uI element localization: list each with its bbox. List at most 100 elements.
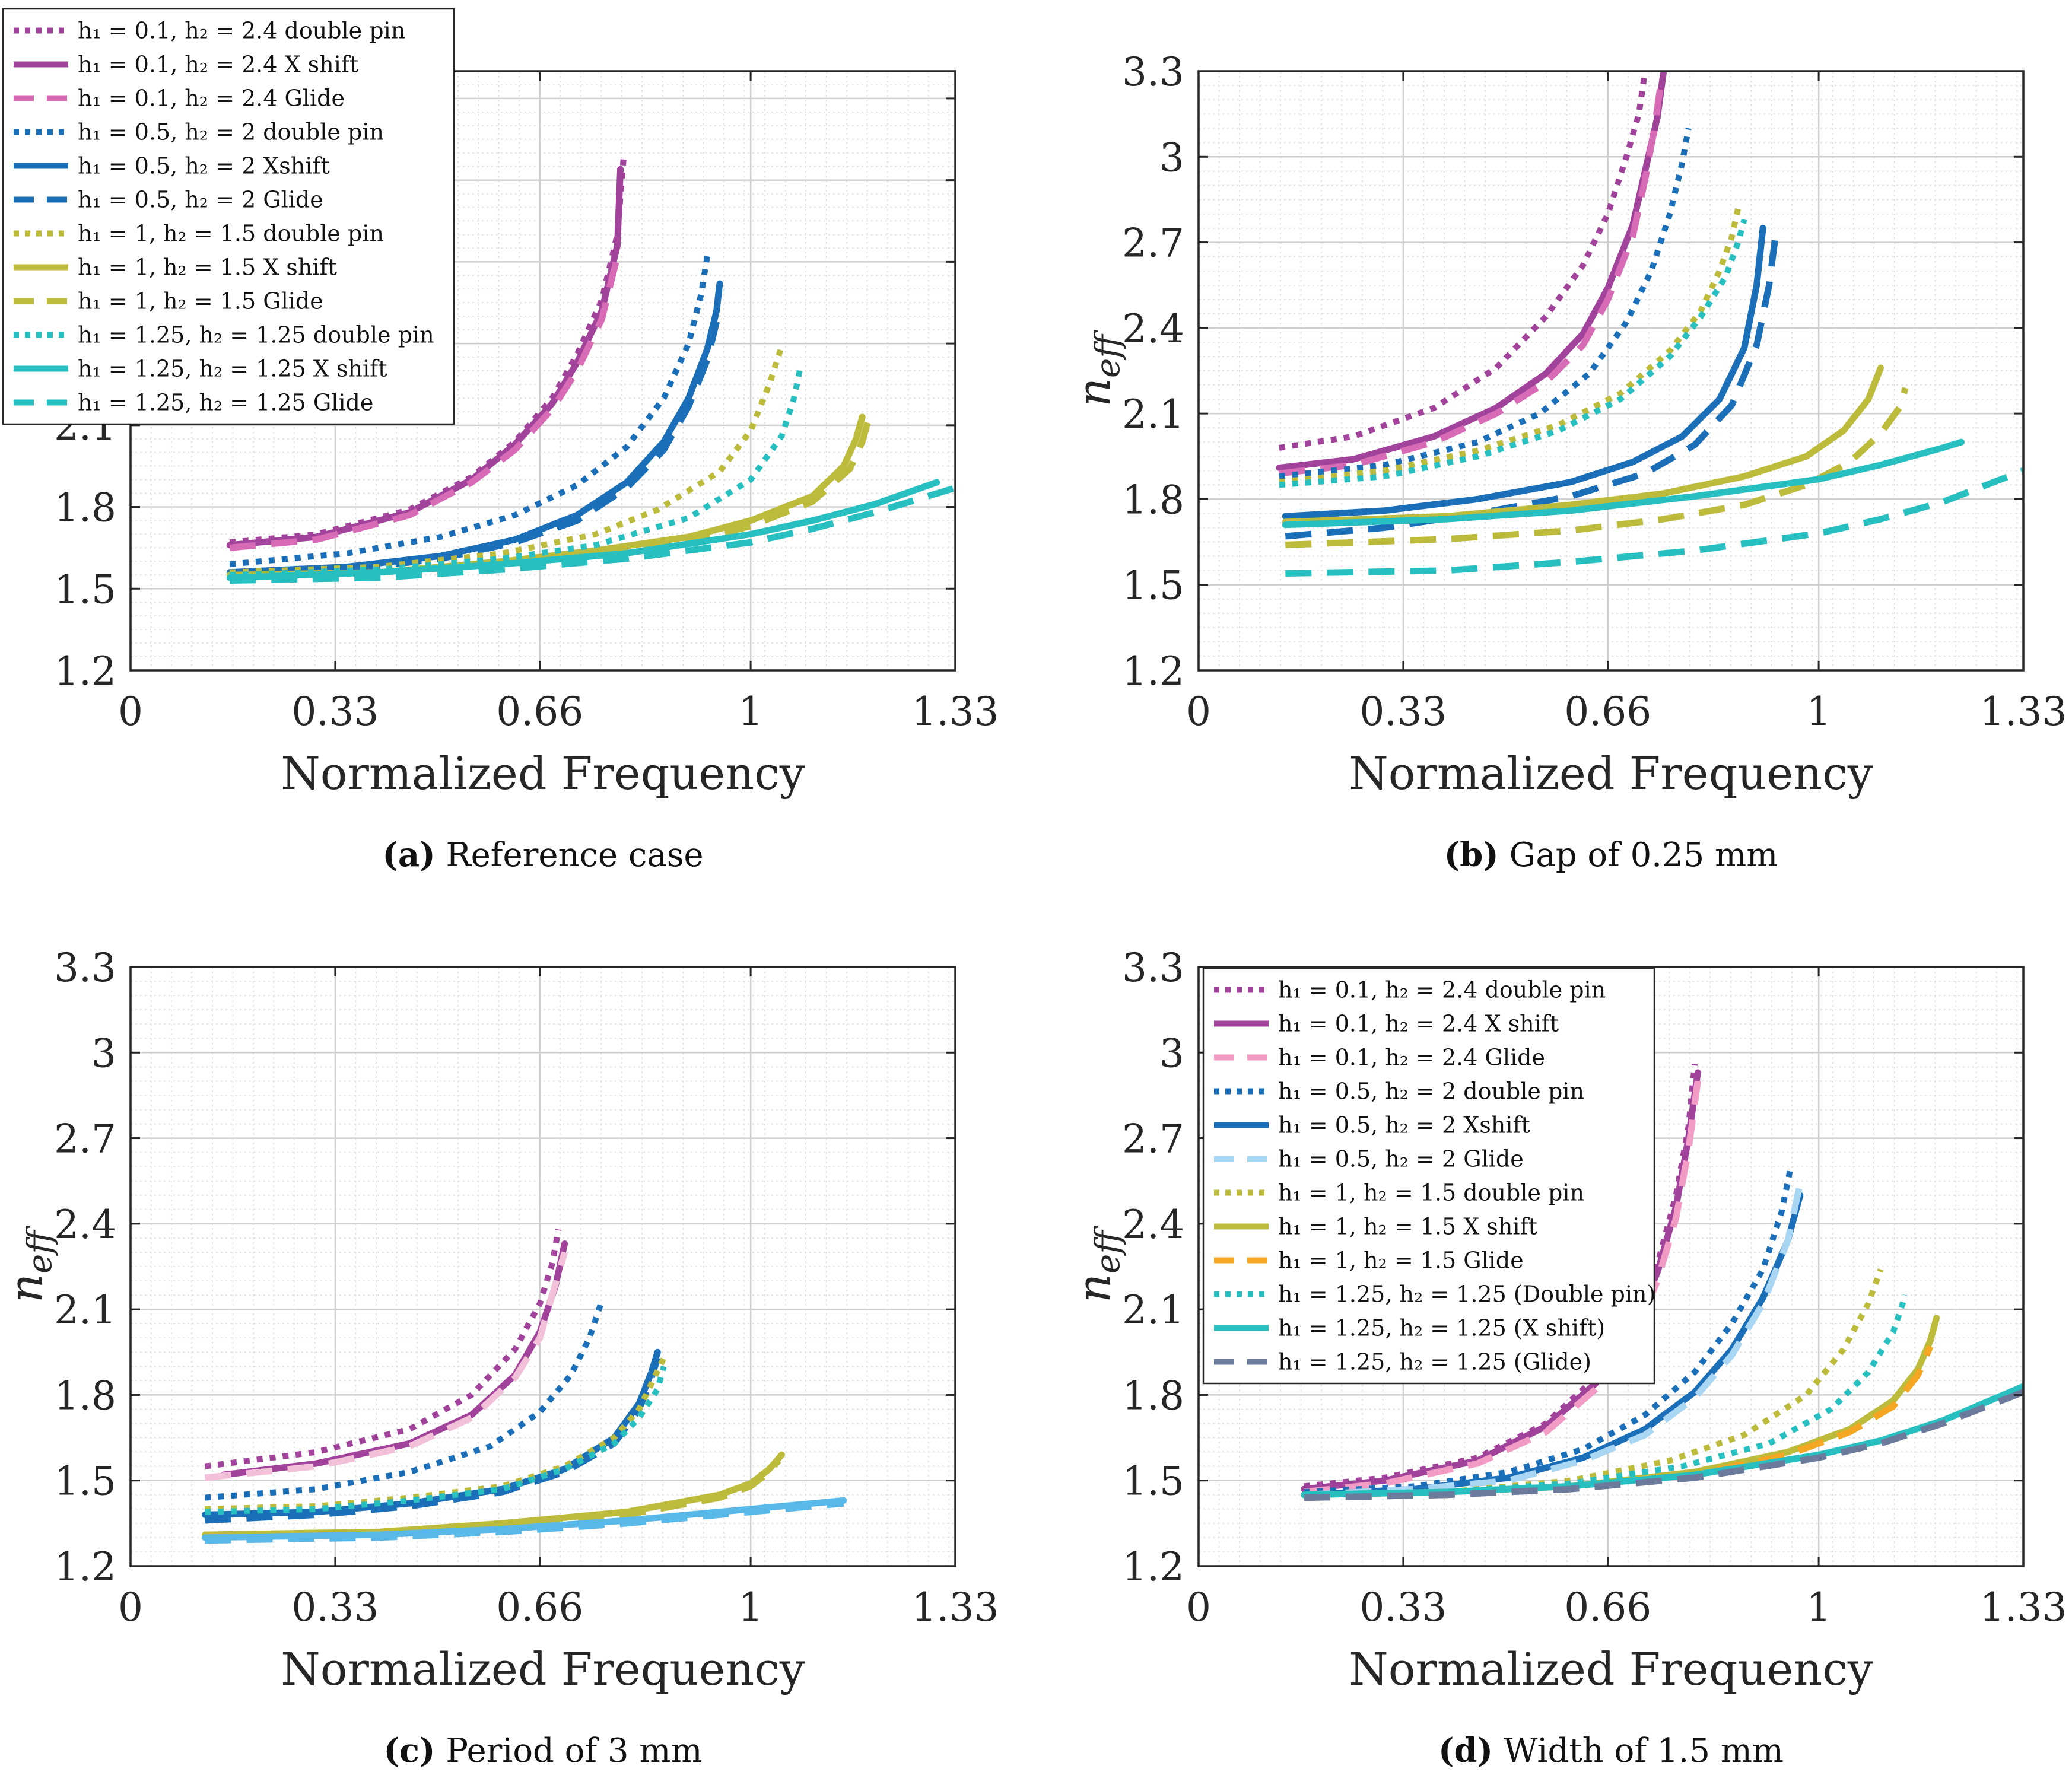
legend-entry: h₁ = 0.1, h₂ = 2.4 Glide bbox=[78, 85, 345, 112]
panel-c: 0 0.33 0.66 1 1.33 1.2 1.5 1.8 2.1 2.4 2.7 3 3.3 Norm… bbox=[0, 896, 1009, 1786]
y-tick-label: 2.1 bbox=[1122, 1287, 1184, 1333]
x-tick-label: 1 bbox=[738, 689, 763, 734]
x-axis-label: Normalized Frequency bbox=[1349, 1643, 1873, 1695]
y-tick-label: 1.2 bbox=[54, 1544, 116, 1590]
caption: (d) Width of 1.5 mm bbox=[1438, 1731, 1784, 1770]
legend-entry: h₁ = 0.1, h₂ = 2.4 X shift bbox=[1278, 1011, 1559, 1037]
legend-entry: h₁ = 0.5, h₂ = 2 Glide bbox=[78, 187, 323, 213]
y-tick-label: 1.8 bbox=[54, 485, 116, 531]
y-axis-label: neff bbox=[0, 1226, 59, 1303]
legend-entry: h₁ = 0.1, h₂ = 2.4 double pin bbox=[1278, 977, 1606, 1003]
caption-text: Reference case bbox=[436, 836, 704, 874]
legend-entry: h₁ = 0.5, h₂ = 2 Xshift bbox=[78, 153, 330, 179]
panel-d: 0 0.33 0.66 1 1.33 1.2 1.5 1.8 2.1 2.4 2.7 3 3.3 Norm… bbox=[1067, 896, 2072, 1786]
series-group bbox=[1276, 71, 2023, 577]
legend-entry: h₁ = 1.25, h₂ = 1.25 (Glide) bbox=[1278, 1349, 1591, 1375]
x-axis-label: Normalized Frequency bbox=[1349, 747, 1873, 800]
caption-text: Period of 3 mm bbox=[436, 1732, 703, 1770]
caption-text: Width of 1.5 mm bbox=[1493, 1732, 1784, 1770]
legend-entry: h₁ = 1.25, h₂ = 1.25 X shift bbox=[78, 356, 387, 382]
x-tick-label: 0.66 bbox=[1564, 1585, 1651, 1630]
x-tick-label: 1 bbox=[1806, 689, 1831, 734]
legend-entry: h₁ = 0.5, h₂ = 2 Glide bbox=[1278, 1146, 1524, 1172]
panel-b: 0 0.33 0.66 1 1.33 1.2 1.5 1.8 2.1 2.4 2.7 3 3.3 Norm… bbox=[1067, 0, 2072, 890]
series-line-12 bbox=[1304, 1389, 2023, 1501]
series-line-4 bbox=[205, 1300, 605, 1501]
series-group bbox=[226, 158, 955, 584]
series-line-10 bbox=[1279, 218, 1747, 488]
series-line-12 bbox=[205, 1500, 844, 1544]
x-tick-label: 0.33 bbox=[1359, 689, 1447, 734]
caption-letter: (b) bbox=[1444, 835, 1499, 874]
caption-letter: (c) bbox=[383, 1731, 435, 1770]
x-tick-label: 0 bbox=[118, 1585, 143, 1630]
x-tick-label: 1.33 bbox=[912, 1585, 999, 1630]
y-tick-label: 1.8 bbox=[1122, 477, 1184, 523]
caption-letter: (d) bbox=[1438, 1731, 1493, 1770]
series-line-12 bbox=[230, 485, 955, 584]
x-tick-label: 0 bbox=[1186, 689, 1211, 734]
chart-a: 00.330.6611.331.21.51.82.12.42.733.3Norm… bbox=[0, 8, 999, 874]
series-line-7 bbox=[230, 345, 785, 575]
chart-c: 0 0.33 0.66 1 1.33 1.2 1.5 1.8 2.1 2.4 2.7 3 3.3 Norm… bbox=[0, 945, 999, 1770]
caption: (b) Gap of 0.25 mm bbox=[1444, 835, 1778, 874]
x-tick-label: 0.33 bbox=[291, 1585, 379, 1630]
x-tick-label: 0.33 bbox=[291, 689, 379, 734]
x-tick-label: 0.66 bbox=[496, 1585, 583, 1630]
x-tick-label: 0.33 bbox=[1359, 1585, 1447, 1630]
legend-entry: h₁ = 1, h₂ = 1.5 X shift bbox=[78, 254, 337, 281]
y-axis-label: neff bbox=[1067, 330, 1127, 407]
y-tick-label: 1.8 bbox=[1122, 1373, 1184, 1418]
series-line-6 bbox=[1304, 1183, 1804, 1499]
y-tick-label: 2.4 bbox=[1122, 306, 1184, 352]
y-tick-label: 3.3 bbox=[1122, 945, 1184, 991]
y-tick-label: 1.2 bbox=[54, 648, 116, 694]
y-tick-label: 3.3 bbox=[1122, 49, 1184, 95]
legend-box bbox=[2, 8, 455, 425]
legend-entry: h₁ = 0.1, h₂ = 2.4 X shift bbox=[78, 52, 358, 78]
legend-entry: h₁ = 1, h₂ = 1.5 double pin bbox=[78, 221, 384, 247]
y-tick-label: 3 bbox=[91, 1030, 116, 1076]
legend-entry: h₁ = 1.25, h₂ = 1.25 (X shift) bbox=[1278, 1315, 1605, 1341]
series-line-6 bbox=[229, 321, 720, 578]
y-tick-label: 3.3 bbox=[54, 945, 116, 991]
y-axis-label-sub: eff bbox=[1089, 1226, 1127, 1274]
y-axis-label-main: n bbox=[1067, 1274, 1120, 1303]
x-tick-label: 0.66 bbox=[1564, 689, 1651, 734]
series-line-3 bbox=[1279, 85, 1664, 477]
y-tick-label: 1.2 bbox=[1122, 648, 1184, 694]
panel-a: 00.330.6611.331.21.51.82.12.42.733.3Norm… bbox=[0, 0, 1009, 890]
axes-box bbox=[1197, 70, 2025, 672]
legend-entry: h₁ = 1, h₂ = 1.5 X shift bbox=[1278, 1214, 1537, 1240]
y-tick-label: 2.7 bbox=[1122, 221, 1184, 266]
y-axis-label: neff bbox=[1067, 1226, 1127, 1303]
legend-entry: h₁ = 1.25, h₂ = 1.25 Glide bbox=[78, 390, 373, 416]
axes-box bbox=[129, 966, 956, 1567]
y-tick-label: 1.2 bbox=[1122, 1544, 1184, 1590]
legend-entry: h₁ = 1, h₂ = 1.5 double pin bbox=[1278, 1180, 1584, 1206]
y-tick-label: 1.5 bbox=[1122, 563, 1184, 609]
series-group bbox=[201, 1229, 847, 1544]
y-tick-label: 3 bbox=[1159, 1030, 1184, 1076]
y-tick-label: 1.5 bbox=[54, 1459, 116, 1504]
axes-box bbox=[1197, 966, 2025, 1567]
legend-entry: h₁ = 1, h₂ = 1.5 Glide bbox=[78, 288, 323, 314]
x-tick-label: 1.33 bbox=[912, 689, 999, 734]
x-axis-label: Normalized Frequency bbox=[281, 1643, 805, 1695]
legend-entry: h₁ = 0.5, h₂ = 2 double pin bbox=[78, 119, 384, 145]
series-line-3 bbox=[204, 1251, 568, 1481]
y-tick-label: 1.5 bbox=[1122, 1459, 1184, 1504]
series-line-4 bbox=[1279, 128, 1692, 479]
caption-text: Gap of 0.25 mm bbox=[1499, 836, 1778, 874]
y-tick-label: 1.8 bbox=[54, 1373, 116, 1418]
x-tick-label: 1.33 bbox=[1980, 689, 2067, 734]
legend-entry: h₁ = 1.25, h₂ = 1.25 double pin bbox=[78, 322, 434, 348]
legend: h₁ = 0.1, h₂ = 2.4 double pin h₁ = 0.1, h… bbox=[2, 8, 455, 425]
series-line-3 bbox=[229, 255, 621, 551]
legend: h₁ = 0.1, h₂ = 2.4 double pin h₁ = 0.1, h… bbox=[1202, 967, 1655, 1385]
y-tick-label: 2.4 bbox=[1122, 1202, 1184, 1248]
x-axis-label: Normalized Frequency bbox=[281, 747, 805, 800]
chart-d: 0 0.33 0.66 1 1.33 1.2 1.5 1.8 2.1 2.4 2.7 3 3.3 Norm… bbox=[1067, 945, 2067, 1770]
series-line-9 bbox=[205, 1458, 781, 1541]
x-tick-label: 1.33 bbox=[1980, 1585, 2067, 1630]
